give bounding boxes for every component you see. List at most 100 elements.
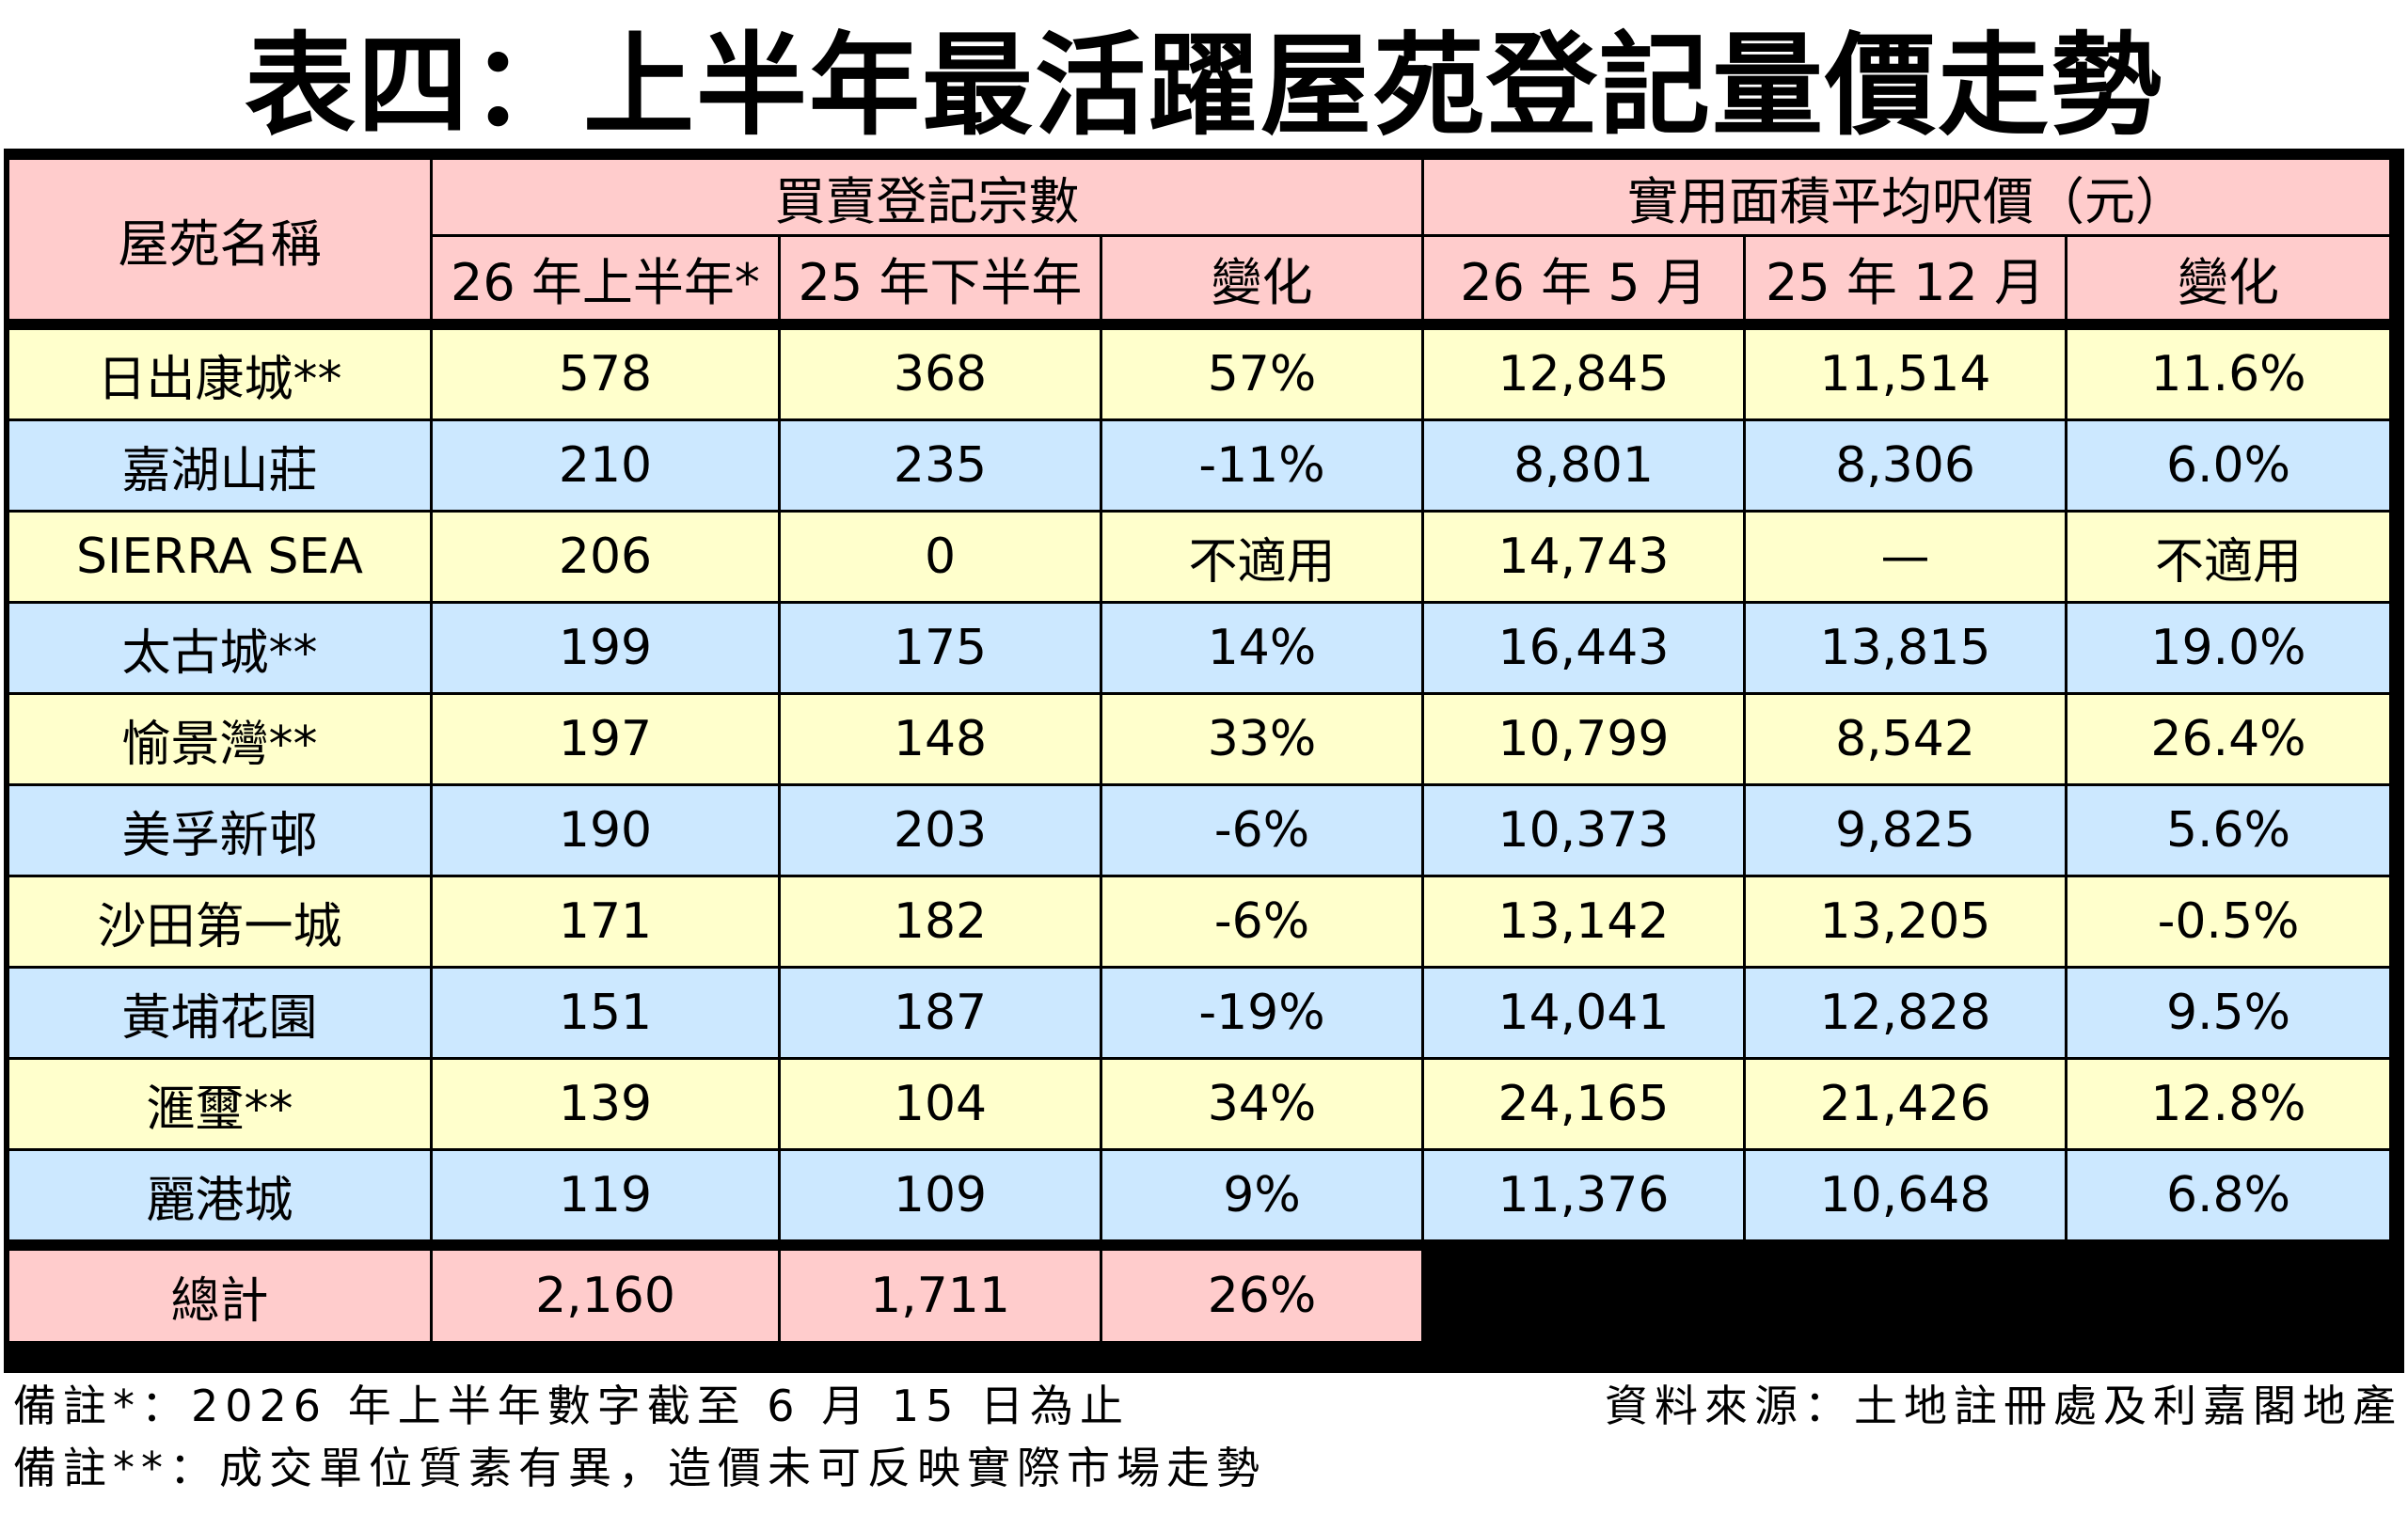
price-dec-25-cell: 8,306 [1746, 421, 2067, 513]
reg-h1-26-cell: 206 [433, 513, 781, 604]
estate-name-cell: SIERRA SEA [9, 513, 433, 604]
reg-change-cell: 57% [1102, 330, 1424, 421]
notes: 備註*：2026 年上半年數字截至 6 月 15 日為止 資料來源：土地註冊處及… [13, 1375, 2402, 1499]
total-reg-change-cell: 26% [1102, 1251, 1424, 1341]
reg-h2-25-cell: 235 [781, 421, 1102, 513]
price-change-cell: 不適用 [2067, 513, 2389, 604]
estate-name-cell: 日出康城** [9, 330, 433, 421]
price-change-cell: 11.6% [2067, 330, 2389, 421]
estate-name-cell: 麗港城 [9, 1151, 433, 1251]
estate-table: 屋苑名稱 買賣登記宗數 實用面積平均呎價（元） 26 年上半年* 25 年下半年… [9, 160, 2389, 1341]
price-change-cell: -0.5% [2067, 877, 2389, 969]
header-price: 實用面積平均呎價（元） [1424, 160, 2389, 237]
estate-name-cell: 太古城** [9, 604, 433, 695]
table-row: 美孚新邨 190 203 -6% 10,373 9,825 5.6% [9, 786, 2389, 877]
price-dec-25-cell: 13,815 [1746, 604, 2067, 695]
reg-change-cell: 9% [1102, 1151, 1424, 1251]
price-change-cell: 19.0% [2067, 604, 2389, 695]
price-may-26-cell: 24,165 [1424, 1060, 1746, 1151]
total-blank-cell [1424, 1251, 2389, 1341]
reg-h1-26-cell: 171 [433, 877, 781, 969]
price-may-26-cell: 12,845 [1424, 330, 1746, 421]
reg-h1-26-cell: 119 [433, 1151, 781, 1251]
source-note: 資料來源：土地註冊處及利嘉閣地產 [1605, 1381, 2402, 1431]
reg-h1-26-cell: 199 [433, 604, 781, 695]
price-change-cell: 9.5% [2067, 969, 2389, 1060]
price-change-cell: 6.0% [2067, 421, 2389, 513]
reg-h1-26-cell: 197 [433, 695, 781, 786]
reg-h2-25-cell: 148 [781, 695, 1102, 786]
reg-h2-25-cell: 203 [781, 786, 1102, 877]
estate-name-cell: 美孚新邨 [9, 786, 433, 877]
header-price-change: 變化 [2067, 237, 2389, 330]
price-may-26-cell: 14,743 [1424, 513, 1746, 604]
reg-h1-26-cell: 578 [433, 330, 781, 421]
price-may-26-cell: 8,801 [1424, 421, 1746, 513]
reg-change-cell: 14% [1102, 604, 1424, 695]
table-row: 沙田第一城 171 182 -6% 13,142 13,205 -0.5% [9, 877, 2389, 969]
price-change-cell: 12.8% [2067, 1060, 2389, 1151]
price-may-26-cell: 13,142 [1424, 877, 1746, 969]
note-2: 備註**：成交單位質素有異，造價未可反映實際市場走勢 [13, 1443, 1266, 1493]
estate-name-cell: 沙田第一城 [9, 877, 433, 969]
header-reg-h1-26: 26 年上半年* [433, 237, 781, 330]
table-row: 滙璽** 139 104 34% 24,165 21,426 12.8% [9, 1060, 2389, 1151]
header-reg-h2-25: 25 年下半年 [781, 237, 1102, 330]
total-reg-h1-26-cell: 2,160 [433, 1251, 781, 1341]
header-reg-change: 變化 [1102, 237, 1424, 330]
price-dec-25-cell: — [1746, 513, 2067, 604]
price-may-26-cell: 10,799 [1424, 695, 1746, 786]
reg-h1-26-cell: 139 [433, 1060, 781, 1151]
estate-name-cell: 愉景灣** [9, 695, 433, 786]
price-dec-25-cell: 8,542 [1746, 695, 2067, 786]
price-dec-25-cell: 10,648 [1746, 1151, 2067, 1251]
price-change-cell: 6.8% [2067, 1151, 2389, 1251]
table-row: 嘉湖山莊 210 235 -11% 8,801 8,306 6.0% [9, 421, 2389, 513]
reg-h1-26-cell: 151 [433, 969, 781, 1060]
price-may-26-cell: 14,041 [1424, 969, 1746, 1060]
price-dec-25-cell: 11,514 [1746, 330, 2067, 421]
reg-change-cell: 不適用 [1102, 513, 1424, 604]
header-price-dec-25: 25 年 12 月 [1746, 237, 2067, 330]
reg-change-cell: 33% [1102, 695, 1424, 786]
reg-h2-25-cell: 187 [781, 969, 1102, 1060]
table-row: 愉景灣** 197 148 33% 10,799 8,542 26.4% [9, 695, 2389, 786]
reg-change-cell: -19% [1102, 969, 1424, 1060]
reg-change-cell: -6% [1102, 786, 1424, 877]
estate-name-cell: 黃埔花園 [9, 969, 433, 1060]
total-row: 總計 2,160 1,711 26% [9, 1251, 2389, 1341]
reg-h1-26-cell: 210 [433, 421, 781, 513]
reg-h2-25-cell: 109 [781, 1151, 1102, 1251]
page-title: 表四：上半年最活躍屋苑登記量價走勢 [244, 20, 2163, 150]
total-label-cell: 總計 [9, 1251, 433, 1341]
reg-change-cell: -11% [1102, 421, 1424, 513]
estate-name-cell: 滙璽** [9, 1060, 433, 1151]
reg-change-cell: -6% [1102, 877, 1424, 969]
price-dec-25-cell: 9,825 [1746, 786, 2067, 877]
price-dec-25-cell: 12,828 [1746, 969, 2067, 1060]
table-row: 日出康城** 578 368 57% 12,845 11,514 11.6% [9, 330, 2389, 421]
price-dec-25-cell: 21,426 [1746, 1060, 2067, 1151]
price-change-cell: 26.4% [2067, 695, 2389, 786]
estate-name-cell: 嘉湖山莊 [9, 421, 433, 513]
header-estate: 屋苑名稱 [9, 160, 433, 330]
reg-h2-25-cell: 0 [781, 513, 1102, 604]
header-price-may-26: 26 年 5 月 [1424, 237, 1746, 330]
note-1: 備註*：2026 年上半年數字截至 6 月 15 日為止 [13, 1381, 1130, 1431]
reg-h2-25-cell: 368 [781, 330, 1102, 421]
table-row: 太古城** 199 175 14% 16,443 13,815 19.0% [9, 604, 2389, 695]
reg-h2-25-cell: 175 [781, 604, 1102, 695]
table-row: 黃埔花園 151 187 -19% 14,041 12,828 9.5% [9, 969, 2389, 1060]
price-may-26-cell: 16,443 [1424, 604, 1746, 695]
price-may-26-cell: 10,373 [1424, 786, 1746, 877]
price-may-26-cell: 11,376 [1424, 1151, 1746, 1251]
reg-h2-25-cell: 104 [781, 1060, 1102, 1151]
table-row: SIERRA SEA 206 0 不適用 14,743— 不適用 [9, 513, 2389, 604]
price-change-cell: 5.6% [2067, 786, 2389, 877]
total-reg-h2-25-cell: 1,711 [781, 1251, 1102, 1341]
table-row: 麗港城 119 109 9% 11,376 10,648 6.8% [9, 1151, 2389, 1251]
reg-h1-26-cell: 190 [433, 786, 781, 877]
price-dec-25-cell: 13,205 [1746, 877, 2067, 969]
reg-change-cell: 34% [1102, 1060, 1424, 1151]
header-registrations: 買賣登記宗數 [433, 160, 1424, 237]
